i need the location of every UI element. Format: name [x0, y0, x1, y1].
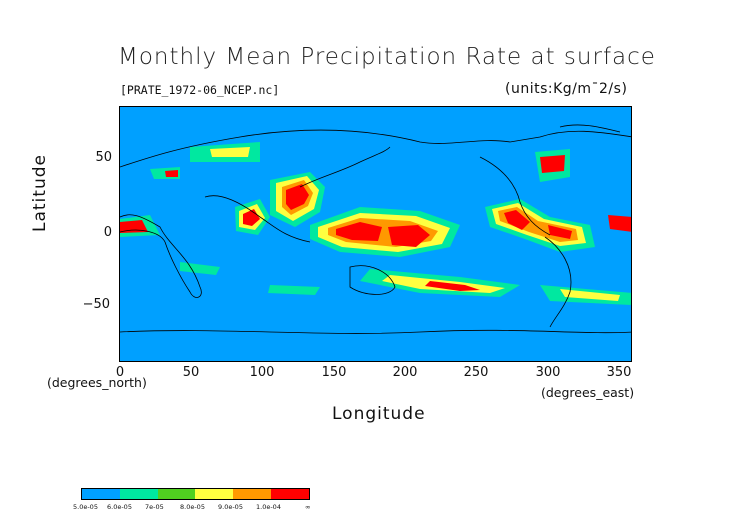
legend-label: 1.0e-04 [256, 503, 281, 511]
northern-storm-tracks [120, 142, 631, 237]
y-tick-label: −50 [82, 297, 110, 312]
y-tick-label: 50 [95, 150, 112, 165]
y-axis-label: Latitude [30, 154, 50, 232]
legend-swatch [157, 489, 196, 499]
x-tick-label: 350 [606, 365, 632, 380]
legend-swatch [195, 489, 234, 499]
southern-storm-tracks [180, 262, 631, 305]
legend-swatch [233, 489, 272, 499]
y-axis-units: (degrees_north) [47, 375, 147, 390]
map-layer [120, 124, 631, 334]
legend-label: 9.0e-05 [218, 503, 243, 511]
color-legend [81, 488, 310, 500]
legend-label: 6.0e-05 [107, 503, 132, 511]
precipitation-field [120, 142, 631, 305]
atlantic-itcz [485, 199, 595, 252]
plot-title: Monthly Mean Precipitation Rate at surfa… [118, 44, 656, 70]
x-tick-label: 250 [463, 365, 489, 380]
x-tick-label: 150 [321, 365, 347, 380]
legend-swatch [119, 489, 158, 499]
file-label: [PRATE_1972-06_NCEP.nc] [120, 83, 280, 97]
x-tick-label: 50 [182, 365, 200, 380]
x-tick-label: 0 [115, 365, 125, 380]
legend-label: 5.0e-05 [73, 503, 98, 511]
legend-swatch [271, 489, 309, 499]
legend-swatch [82, 489, 120, 499]
x-tick-label: 200 [392, 365, 418, 380]
legend-label: ∞ [305, 503, 311, 511]
legend-label: 8.0e-05 [180, 503, 205, 511]
x-axis-units: (degrees_east) [541, 385, 635, 400]
x-axis-label: Longitude [332, 404, 426, 424]
x-tick-label: 100 [249, 365, 275, 380]
x-tick-label: 300 [535, 365, 561, 380]
pacific-itcz [310, 207, 460, 257]
y-tick-label: 0 [103, 225, 112, 240]
units-label: (units:Kg/m¯2/s) [505, 81, 628, 97]
monsoon-zone [235, 172, 325, 235]
coastlines [120, 124, 631, 334]
precipitation-map [119, 106, 632, 362]
legend-label: 7e-05 [145, 503, 164, 511]
